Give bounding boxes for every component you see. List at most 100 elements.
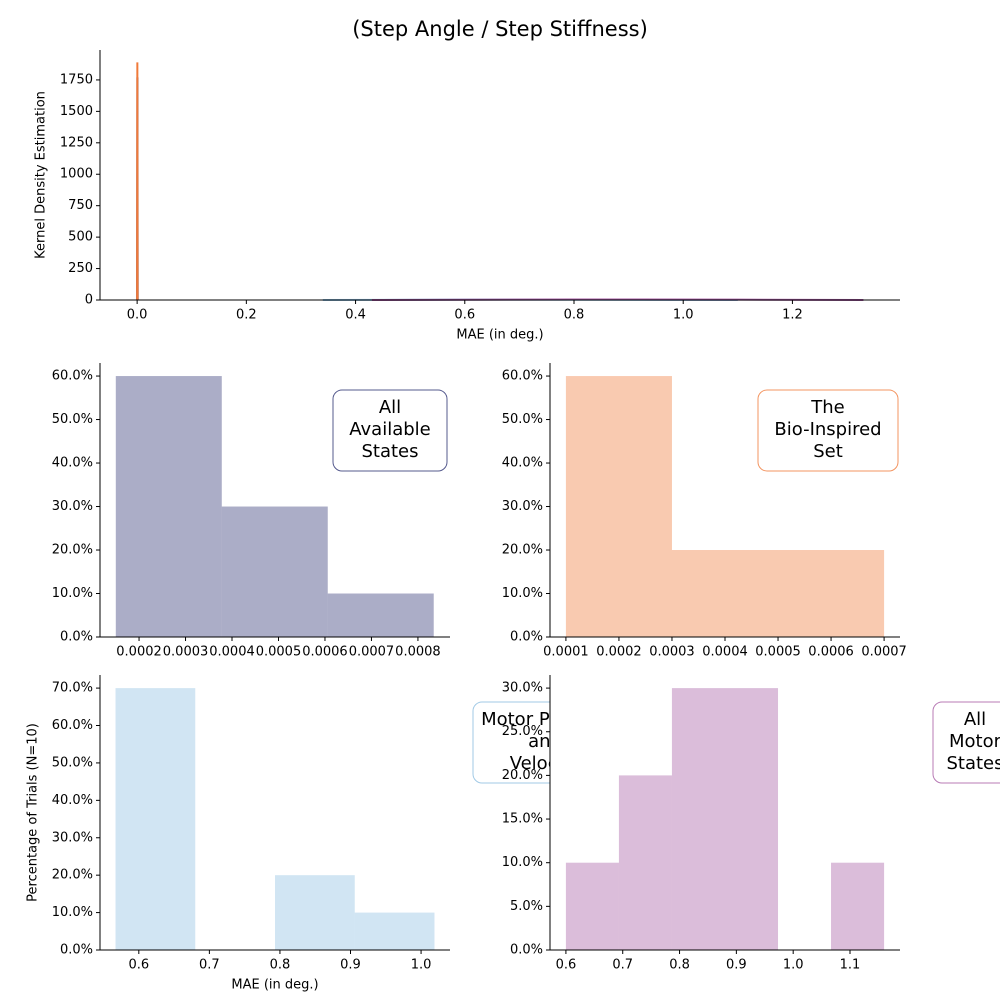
axes-background [100, 50, 900, 300]
x-tick-label: 0.7 [612, 958, 633, 973]
y-tick-label: 750 [68, 198, 93, 213]
annotation-text: Set [813, 441, 843, 462]
y-tick-label: 1000 [60, 167, 93, 182]
annotation-text: States [946, 753, 1000, 774]
y-tick-label: 40.0% [502, 456, 543, 471]
x-tick-label: 0.0006 [302, 645, 348, 660]
annotation-text: Bio-Inspired [774, 419, 881, 440]
histogram-bar [671, 550, 779, 637]
x-tick-label: 0.6 [556, 958, 577, 973]
y-tick-label: 0 [85, 293, 93, 308]
y-tick-label: 30.0% [502, 681, 543, 696]
y-tick-label: 0.0% [510, 943, 543, 958]
x-tick-label: 0.0007 [861, 645, 907, 660]
y-tick-label: 60.0% [52, 369, 93, 384]
histogram-bar [618, 775, 672, 950]
x-tick-label: 0.8 [564, 308, 585, 323]
y-tick-label: 500 [68, 230, 93, 245]
y-tick-label: 50.0% [502, 412, 543, 427]
y-tick-label: 15.0% [502, 812, 543, 827]
y-tick-label: 20.0% [502, 768, 543, 783]
x-tick-label: 0.4 [345, 308, 366, 323]
histogram-bar [354, 912, 435, 950]
y-tick-label: 10.0% [502, 586, 543, 601]
y-tick-label: 0.0% [60, 630, 93, 645]
y-tick-label: 60.0% [502, 369, 543, 384]
annotation-text: Motor [949, 731, 1000, 752]
x-tick-label: 1.2 [782, 308, 803, 323]
y-axis-label: Kernel Density Estimation [34, 91, 49, 259]
y-tick-label: 50.0% [52, 412, 93, 427]
x-tick-label: 1.0 [783, 958, 804, 973]
y-tick-label: 1750 [60, 72, 93, 87]
y-tick-label: 0.0% [510, 630, 543, 645]
x-tick-label: 0.0005 [256, 645, 302, 660]
y-tick-label: 20.0% [502, 543, 543, 558]
x-tick-label: 0.0004 [209, 645, 255, 660]
y-tick-label: 20.0% [52, 868, 93, 883]
histogram-bar [327, 593, 434, 637]
annotation-box [332, 389, 448, 472]
x-tick-label: 0.0 [127, 308, 148, 323]
annotation-text: States [361, 441, 418, 462]
figure-title: (Step Angle / Step Stiffness) [352, 17, 648, 41]
x-tick-label: 0.0004 [702, 645, 748, 660]
x-tick-label: 0.0002 [596, 645, 642, 660]
x-tick-label: 0.2 [236, 308, 257, 323]
y-tick-label: 1250 [60, 135, 93, 150]
histogram-bar [565, 376, 672, 637]
annotation-text: All [379, 397, 401, 418]
axes-background [100, 675, 450, 950]
x-tick-label: 0.0005 [755, 645, 801, 660]
y-tick-label: 0.0% [60, 943, 93, 958]
y-tick-label: 5.0% [510, 899, 543, 914]
axes-background [550, 675, 900, 950]
histogram-bar [115, 376, 222, 637]
y-tick-label: 30.0% [502, 499, 543, 514]
x-tick-label: 0.6 [128, 958, 149, 973]
histogram-bar [275, 875, 355, 950]
x-tick-label: 0.9 [726, 958, 747, 973]
histogram-bar [831, 862, 885, 950]
x-tick-label: 0.0006 [808, 645, 854, 660]
x-tick-label: 0.0008 [395, 645, 441, 660]
x-tick-label: 0.0003 [163, 645, 209, 660]
histogram-bar [725, 688, 779, 950]
histogram-bar [565, 862, 619, 950]
x-tick-label: 0.9 [340, 958, 361, 973]
annotation-text: Available [349, 419, 430, 440]
y-tick-label: 70.0% [52, 681, 93, 696]
y-tick-label: 30.0% [52, 499, 93, 514]
x-tick-label: 1.1 [840, 958, 861, 973]
histogram-bar [778, 550, 885, 637]
x-tick-label: 0.0007 [349, 645, 395, 660]
y-tick-label: 10.0% [502, 855, 543, 870]
annotation-text: All [964, 709, 986, 730]
x-axis-label: MAE (in deg.) [231, 978, 318, 993]
y-tick-label: 40.0% [52, 793, 93, 808]
y-axis-label: Percentage of Trials (N=10) [26, 723, 41, 902]
y-tick-label: 20.0% [52, 543, 93, 558]
annotation-text: The [810, 397, 844, 418]
y-tick-label: 250 [68, 261, 93, 276]
x-tick-label: 0.8 [270, 958, 291, 973]
x-tick-label: 1.0 [411, 958, 432, 973]
annotation-box [757, 389, 899, 472]
y-tick-label: 10.0% [52, 905, 93, 920]
x-tick-label: 1.0 [673, 308, 694, 323]
x-tick-label: 0.6 [454, 308, 475, 323]
y-tick-label: 1500 [60, 104, 93, 119]
y-tick-label: 60.0% [52, 718, 93, 733]
y-tick-label: 10.0% [52, 586, 93, 601]
x-axis-label: MAE (in deg.) [456, 328, 543, 343]
histogram-bar [671, 688, 725, 950]
x-tick-label: 0.8 [669, 958, 690, 973]
x-tick-label: 0.0002 [116, 645, 162, 660]
histogram-bar [115, 688, 196, 950]
y-tick-label: 50.0% [52, 755, 93, 770]
x-tick-label: 0.0003 [649, 645, 695, 660]
annotation-box [932, 701, 1000, 784]
x-tick-label: 0.7 [199, 958, 220, 973]
x-tick-label: 0.0001 [543, 645, 589, 660]
